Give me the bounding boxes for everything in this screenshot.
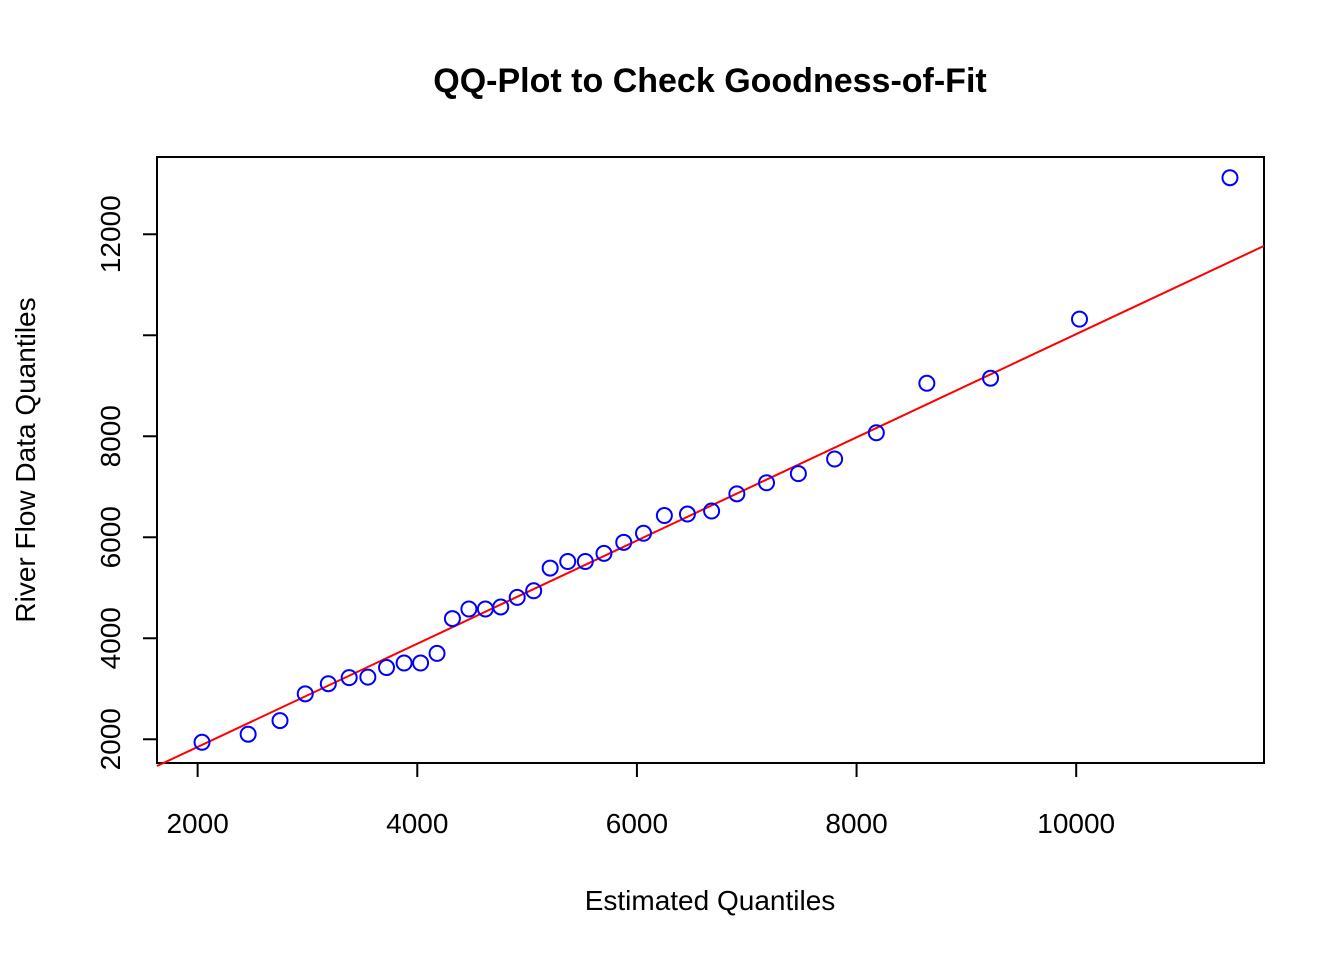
data-point <box>271 712 289 730</box>
x-tick-label: 6000 <box>606 808 668 839</box>
data-point <box>728 485 746 503</box>
data-point <box>319 675 337 693</box>
data-point <box>678 505 696 523</box>
y-axis-label: River Flow Data Quantiles <box>10 297 41 622</box>
data-point <box>492 598 510 616</box>
data-point <box>239 725 257 743</box>
data-point <box>443 610 461 628</box>
x-axis-label: Estimated Quantiles <box>585 885 836 916</box>
data-point <box>1221 169 1239 187</box>
y-tick-label: 12000 <box>95 195 126 273</box>
x-tick-label: 8000 <box>825 808 887 839</box>
data-point <box>359 668 377 686</box>
data-point <box>378 659 396 677</box>
data-point <box>395 654 413 672</box>
y-axis: 2000 4000 6000 8000 12000 <box>95 195 158 770</box>
data-point <box>758 474 776 492</box>
x-axis: 2000 4000 6000 8000 10000 <box>166 762 1115 839</box>
x-tick-label: 2000 <box>166 808 228 839</box>
points-layer <box>193 169 1239 751</box>
data-point <box>595 544 613 562</box>
y-tick-label: 8000 <box>95 405 126 467</box>
data-point <box>340 669 358 687</box>
data-point <box>525 582 543 600</box>
data-point <box>541 559 559 577</box>
chart-title: QQ-Plot to Check Goodness-of-Fit <box>433 62 986 100</box>
data-point <box>559 553 577 571</box>
plot-frame <box>156 156 1265 764</box>
data-point <box>982 369 1000 387</box>
x-tick-label: 10000 <box>1037 808 1115 839</box>
y-tick-label: 6000 <box>95 506 126 568</box>
data-point <box>826 450 844 468</box>
data-point <box>193 733 211 751</box>
data-point <box>703 502 721 520</box>
x-tick-label: 4000 <box>386 808 448 839</box>
data-point <box>576 553 594 571</box>
data-point <box>789 465 807 483</box>
data-point <box>412 654 430 672</box>
y-tick-label: 4000 <box>95 607 126 669</box>
data-point <box>508 588 526 606</box>
data-point <box>918 374 936 392</box>
y-tick-label: 2000 <box>95 708 126 770</box>
data-point <box>460 600 478 618</box>
data-point <box>615 533 633 551</box>
data-point <box>867 424 885 442</box>
data-point <box>1071 310 1088 328</box>
data-point <box>655 507 673 525</box>
data-point <box>635 524 653 542</box>
data-point <box>428 644 446 662</box>
data-point <box>296 685 314 703</box>
